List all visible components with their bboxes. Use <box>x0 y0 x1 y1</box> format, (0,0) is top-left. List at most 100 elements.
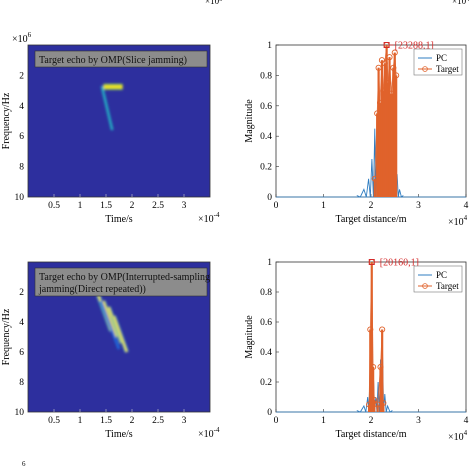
heatmap-segment <box>112 315 128 353</box>
x-tick-label: 3 <box>416 201 421 211</box>
y-axis-label: Frequency/Hz <box>1 92 12 149</box>
annotation-marker <box>368 259 375 265</box>
heatmap-chirp <box>100 85 114 131</box>
x-tick-label: 1 <box>321 416 326 426</box>
y-axis-exponent: ×106 <box>12 31 32 45</box>
y-axis-label: Magnitude <box>244 315 255 359</box>
x-tick-label: 0.5 <box>48 416 60 426</box>
top-exponent-fragment-left: ×106 <box>205 0 222 6</box>
annotation-marker <box>383 42 390 48</box>
x-tick-label: 1 <box>78 416 83 426</box>
x-tick-label: 4 <box>464 416 469 426</box>
x-tick-label: 1 <box>321 201 326 211</box>
y-tick-label: 0.8 <box>260 288 272 298</box>
x-tick-label: 2 <box>369 416 374 426</box>
x-tick-label: 2 <box>130 201 135 211</box>
bottom-exponent-fragment: 6 <box>22 460 26 468</box>
legend-marker <box>422 283 428 289</box>
heatmap-frame <box>27 261 211 413</box>
x-tick-label: 3 <box>416 416 421 426</box>
x-axis-label: Target distance/m <box>335 214 406 225</box>
heatmap-features <box>100 83 123 131</box>
x-axis-label: Target distance/m <box>335 429 406 440</box>
x-tick-label: 0 <box>274 201 279 211</box>
x-tick-label: 0 <box>274 416 279 426</box>
y-axis-label: Frequency/Hz <box>1 308 12 365</box>
heatmap-title-box <box>34 50 208 68</box>
y-axis-label: Magnitude <box>244 99 255 143</box>
series-line-segment <box>381 329 384 404</box>
y-tick-label: 8 <box>19 163 24 173</box>
series-target <box>366 258 387 412</box>
legend-box <box>413 48 463 76</box>
series-line-segment <box>378 67 381 103</box>
x-tick-label: 1 <box>78 201 83 211</box>
heatmap-title: Target echo by OMP(Slice jamming) <box>39 55 187 66</box>
y-tick-label: 1 <box>267 41 272 51</box>
y-tick-label: 4 <box>19 102 24 112</box>
series-line-segment <box>386 44 389 84</box>
legend-label: Target <box>436 64 459 74</box>
heatmap-frame <box>27 44 211 198</box>
x-axis-label: Time/s <box>105 429 133 440</box>
x-tick-label: 2 <box>130 416 135 426</box>
legend-marker <box>422 66 428 72</box>
y-tick-label: 4 <box>19 318 24 328</box>
y-tick-label: 0.4 <box>260 348 272 358</box>
series-line-segment <box>389 57 392 94</box>
x-tick-label: 0.5 <box>48 201 60 211</box>
x-tick-label: 4 <box>464 201 469 211</box>
y-tick-label: 0.6 <box>260 318 272 328</box>
y-tick-label: 0.8 <box>260 71 272 81</box>
x-axis-exponent: ×104 <box>448 429 468 443</box>
y-tick-label: 8 <box>19 378 24 388</box>
legend-label: PC <box>436 53 447 63</box>
heatmap-panel-2: Target echo by OMP(Interrupted-samplingj… <box>1 261 220 440</box>
heatmap-panel-0: Target echo by OMP(Slice jamming) 0.5 1 1.5… <box>1 31 220 225</box>
y-tick-label: 6 <box>19 132 24 142</box>
legend-label: Target <box>436 281 459 291</box>
x-tick-label: 2 <box>369 201 374 211</box>
series-line-segment <box>381 60 384 91</box>
marker-point <box>393 72 400 79</box>
series-line-segment <box>371 261 374 368</box>
marker-point <box>371 396 378 404</box>
y-tick-label: 2 <box>19 71 24 81</box>
y-tick-label: 0.6 <box>260 102 272 112</box>
heatmap-band <box>103 85 123 89</box>
heatmap-chirp <box>99 300 121 350</box>
y-tick-label: 0 <box>267 193 272 203</box>
annotation-label: [23288,1] <box>395 41 434 52</box>
heatmap-background <box>28 45 210 197</box>
y-tick-label: 0.2 <box>260 378 272 388</box>
series-line-segment <box>394 52 397 76</box>
heatmap-title-box <box>34 267 208 297</box>
x-axis-exponent: ×104 <box>448 214 468 228</box>
x-axis-exponent: ×10-4 <box>198 426 220 440</box>
heatmap-features <box>96 294 129 353</box>
heatmap-title: jamming(Direct repeated)) <box>38 284 146 295</box>
y-tick-label: 1 <box>267 258 272 268</box>
heatmap-segment <box>102 300 118 338</box>
annotation-label: [20160,1] <box>380 258 419 269</box>
x-axis-label: Time/s <box>105 214 133 225</box>
charts-container: Target echo by OMP(Slice jamming) 0.5 1 1.5… <box>1 31 469 443</box>
series-line <box>356 276 393 413</box>
y-tick-label: 0 <box>267 408 272 418</box>
x-tick-label: 1.5 <box>100 416 112 426</box>
y-tick-label: 0.4 <box>260 132 272 142</box>
x-tick-label: 3 <box>182 416 187 426</box>
x-tick-label: 2.5 <box>152 201 164 211</box>
x-tick-label: 2.5 <box>152 416 164 426</box>
y-tick-label: 0.2 <box>260 163 272 173</box>
heatmap-title: Target echo by OMP(Interrupted-sampling <box>39 272 210 283</box>
series-target <box>371 41 400 197</box>
marker-point <box>380 399 387 407</box>
top-exponent-fragment-right: ×104 <box>452 0 469 6</box>
x-axis-exponent: ×10-4 <box>198 211 220 225</box>
x-tick-label: 1.5 <box>100 201 112 211</box>
legend-box <box>413 265 463 293</box>
